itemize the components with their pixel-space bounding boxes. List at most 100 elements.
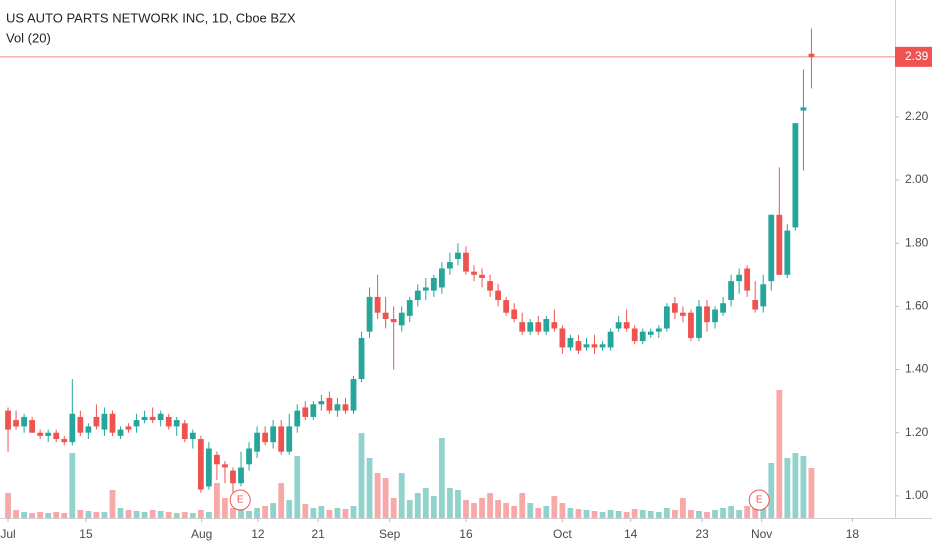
candle-body: [430, 277, 437, 291]
x-tick-label: Jul: [0, 527, 15, 541]
candle-body: [463, 252, 469, 272]
volume-bar: [583, 510, 590, 518]
volume-bar: [85, 511, 92, 518]
candle-body: [53, 432, 60, 440]
candle-body: [262, 432, 269, 443]
candle-body: [382, 312, 389, 320]
volume-bar: [37, 512, 44, 518]
earnings-marker: [748, 489, 770, 511]
x-tick-label: 16: [459, 527, 473, 541]
volume-bar: [117, 508, 124, 518]
candle-body: [334, 404, 341, 411]
candle-body: [254, 432, 260, 452]
candle-body: [631, 328, 638, 342]
candle-body: [205, 448, 212, 487]
candle-body: [13, 420, 19, 427]
volume-bar: [543, 506, 550, 518]
volume-bar: [704, 512, 710, 518]
volume-bar: [768, 463, 775, 518]
volume-bar: [205, 512, 212, 518]
candle-body: [390, 319, 397, 323]
candle-body: [93, 416, 100, 427]
candle-body: [495, 290, 502, 301]
candle-body: [246, 448, 252, 465]
candle-body: [438, 268, 445, 288]
volume-bar: [511, 506, 518, 518]
volume-bar: [655, 512, 662, 518]
candle-body: [808, 53, 815, 57]
candle-body: [647, 331, 654, 335]
volume-bar: [736, 510, 743, 518]
volume-bar: [310, 508, 317, 518]
candle-body: [519, 322, 526, 332]
volume-bar: [455, 490, 461, 518]
candle-body: [278, 426, 285, 452]
candle-body: [422, 287, 429, 291]
volume-bar: [447, 488, 453, 518]
volume-bar: [350, 506, 357, 518]
volume-bar: [61, 513, 68, 518]
volume-bar: [808, 468, 815, 518]
candle-body: [374, 296, 381, 313]
y-tick-label: 2.00: [905, 172, 929, 186]
candle-body: [69, 413, 76, 443]
last-price-label: 2.39: [905, 49, 929, 63]
volume-bar: [800, 456, 807, 518]
volume-bar: [671, 510, 678, 518]
candle-body: [591, 344, 598, 348]
x-tick-label: Sep: [379, 527, 401, 541]
volume-bar: [406, 500, 413, 518]
volume-bar: [414, 493, 421, 518]
candle-body: [471, 271, 477, 275]
volume-bar: [471, 503, 477, 518]
candle-body: [197, 439, 204, 490]
candle-body: [270, 426, 277, 443]
candle-body: [149, 416, 156, 421]
candle-body: [358, 337, 365, 380]
candle-body: [575, 341, 582, 351]
volume-bar: [615, 511, 622, 518]
candle-body: [583, 344, 590, 348]
candle-body: [230, 470, 236, 484]
last-price-box: [895, 46, 932, 67]
volume-bar: [302, 504, 309, 518]
volume-bar: [181, 512, 188, 518]
candle-body: [615, 322, 622, 329]
volume-bar: [77, 510, 84, 518]
volume-bar: [69, 453, 76, 518]
candle-body: [567, 337, 574, 348]
volume-bar: [390, 498, 397, 518]
volume-bar: [149, 510, 156, 518]
volume-bar: [776, 390, 783, 518]
volume-bar: [141, 512, 148, 518]
volume-bar: [680, 498, 686, 518]
volume-bar: [487, 493, 493, 518]
volume-bar: [270, 503, 277, 518]
candle-body: [551, 322, 558, 329]
x-tick-label: 12: [251, 527, 265, 541]
candle-body: [663, 306, 670, 329]
candle-body: [125, 426, 132, 430]
volume-bar: [230, 508, 236, 518]
volume-bar: [214, 483, 220, 518]
volume-bar: [503, 503, 510, 518]
candle-body: [214, 454, 220, 465]
candle-body: [109, 413, 116, 433]
candle-body: [294, 410, 301, 427]
candle-body: [720, 303, 726, 313]
candle-body: [559, 328, 566, 348]
candle-body: [326, 397, 333, 411]
volume-bar: [784, 458, 791, 518]
candle-body: [736, 274, 743, 282]
volume-bar: [157, 511, 164, 518]
volume-bar: [197, 510, 204, 518]
candle-body: [655, 328, 662, 332]
candle-body: [310, 404, 317, 417]
volume-bar: [575, 509, 582, 518]
volume-bar: [535, 508, 542, 518]
volume-bar: [326, 510, 333, 518]
volume-bar: [607, 510, 614, 518]
candle-body: [37, 432, 44, 436]
volume-bar: [109, 490, 116, 518]
